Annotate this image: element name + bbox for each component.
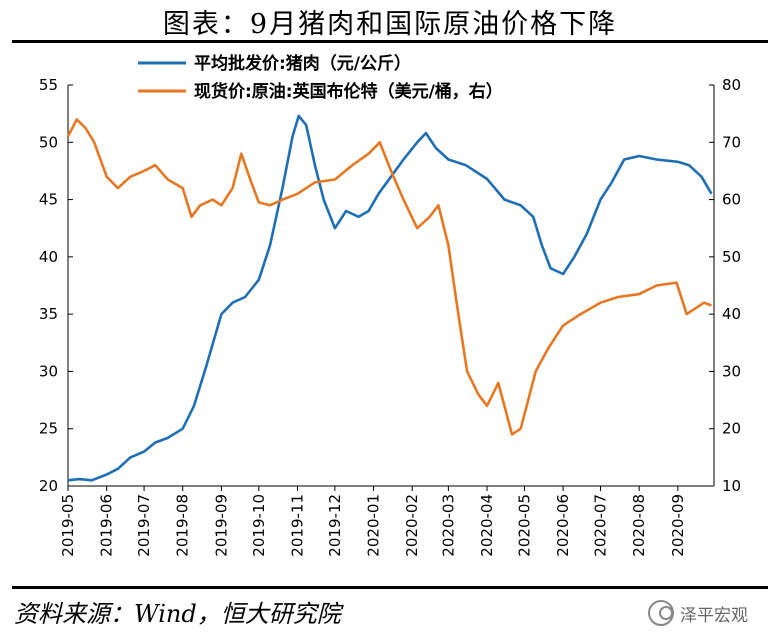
chart-title: 图表：9月猪肉和国际原油价格下降 (162, 9, 618, 40)
x-tick-label: 2019-08 (174, 494, 192, 557)
series-layer (66, 114, 713, 482)
x-tick-label: 2020-02 (403, 494, 421, 557)
x-tick-label: 2020-08 (630, 494, 648, 557)
x-tick-label: 2020-09 (669, 494, 687, 557)
footer-rule (12, 586, 768, 589)
y-right-tick-label: 10 (722, 477, 741, 495)
x-tick-label: 2020-03 (439, 494, 457, 557)
x-tick-label: 2019-09 (212, 494, 230, 557)
y-left-tick-label: 35 (39, 305, 58, 323)
y-left-tick-label: 30 (39, 362, 58, 380)
legend-label-2: 现货价:原油:英国布伦特（美元/桶，右） (194, 81, 503, 102)
x-tick-label: 2020-04 (478, 494, 496, 557)
x-tick-label: 2019-05 (59, 494, 77, 557)
source-note: 资料来源：Wind，恒大研究院 (14, 600, 341, 628)
line-chart: 平均批发价:猪肉（元/公斤） 现货价:原油:英国布伦特（美元/桶，右） 20 25 3… (39, 53, 741, 557)
series-line-2 (66, 118, 712, 436)
y-left-tick-label: 40 (39, 248, 58, 266)
chart-axes: 20 25 30 35 40 45 50 55 10 20 30 40 50 60 70 80 2019-05 2… (39, 76, 741, 557)
x-tick-label: 2019-12 (326, 494, 344, 557)
watermark-text: 泽平宏观 (680, 605, 748, 626)
title-rule (12, 40, 768, 43)
y-left-tick-label: 50 (39, 133, 58, 151)
y-right-tick-label: 20 (722, 420, 741, 438)
x-tick-label: 2020-07 (592, 494, 610, 557)
y-right-tick-label: 60 (722, 191, 741, 209)
y-right-tick-label: 70 (722, 133, 741, 151)
x-tick-label: 2020-06 (554, 494, 572, 557)
x-tick-label: 2020-05 (515, 494, 533, 557)
wechat-icon (648, 600, 674, 626)
y-left-tick-label: 25 (39, 420, 58, 438)
y-left-tick-label: 45 (39, 191, 58, 209)
y-left-tick-label: 55 (39, 76, 58, 94)
x-tick-label: 2020-01 (365, 494, 383, 557)
legend-label-1: 平均批发价:猪肉（元/公斤） (194, 53, 411, 74)
y-right-tick-label: 40 (722, 305, 741, 323)
series-line-1 (67, 114, 713, 482)
x-tick-label: 2019-06 (98, 494, 116, 557)
x-tick-label: 2019-11 (288, 494, 306, 557)
y-left-tick-label: 20 (39, 477, 58, 495)
x-tick-label: 2019-07 (135, 494, 153, 557)
watermark: 泽平宏观 (648, 600, 748, 626)
y-right-tick-label: 80 (722, 76, 741, 94)
x-tick-label: 2019-10 (250, 494, 268, 557)
chart-legend: 平均批发价:猪肉（元/公斤） 现货价:原油:英国布伦特（美元/桶，右） (138, 53, 503, 102)
y-right-tick-label: 50 (722, 248, 741, 266)
y-right-tick-label: 30 (722, 362, 741, 380)
